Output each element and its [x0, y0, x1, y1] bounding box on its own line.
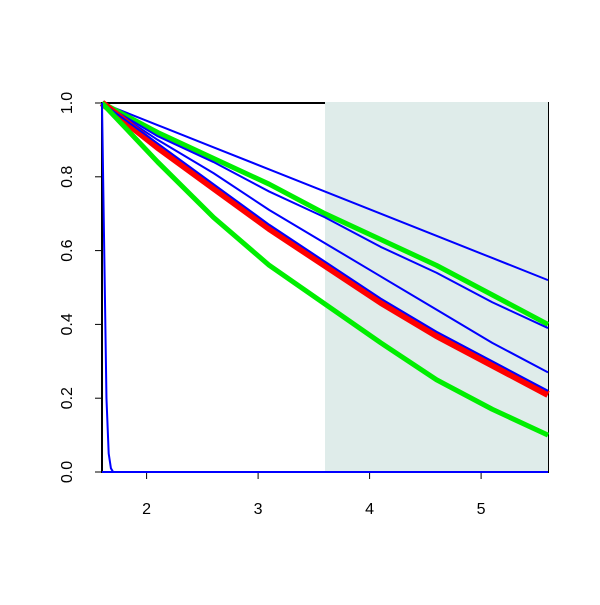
y-tick-label: 0.8 [59, 166, 76, 188]
series-line [99, 100, 550, 398]
x-tick-label: 3 [254, 501, 263, 518]
y-tick-label: 1.0 [59, 92, 76, 114]
y-tick-label: 0.4 [59, 313, 76, 335]
series-line [100, 100, 550, 327]
y-tick-label: 0.6 [59, 239, 76, 261]
series-line [101, 102, 549, 282]
y-tick-label: 0.2 [59, 387, 76, 409]
x-tick-label: 2 [142, 501, 151, 518]
x-tick-label: 5 [477, 501, 486, 518]
series-line [101, 102, 115, 473]
series-line [101, 102, 549, 329]
y-tick-label: 0.0 [59, 461, 76, 483]
series-line [101, 102, 549, 392]
series-line [101, 102, 549, 374]
series-line [100, 101, 550, 438]
x-tick-label: 4 [365, 501, 374, 518]
